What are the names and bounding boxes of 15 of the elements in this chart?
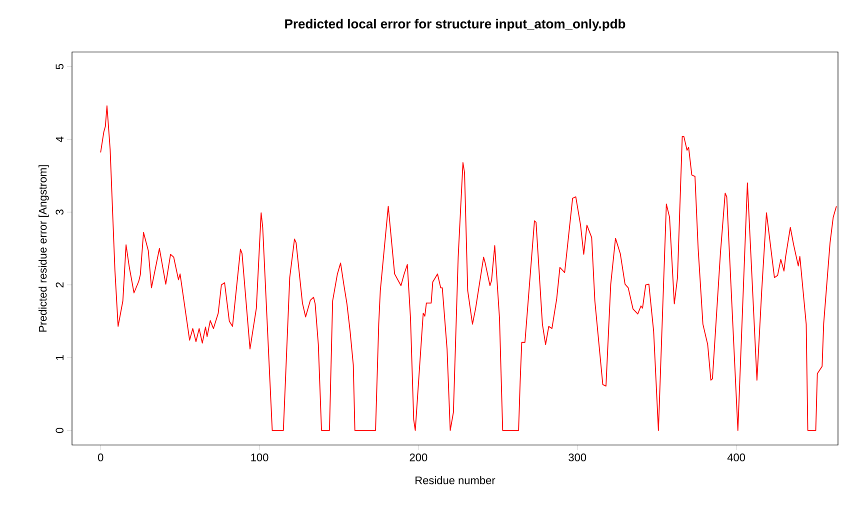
y-tick-label: 1 bbox=[56, 355, 64, 360]
line-series bbox=[100, 105, 837, 431]
x-tick-label: 200 bbox=[410, 454, 428, 462]
y-tick-label: 4 bbox=[56, 136, 64, 142]
x-tick-label: 100 bbox=[251, 454, 268, 462]
x-tick-label: 0 bbox=[98, 454, 104, 462]
x-tick-label: 300 bbox=[568, 454, 586, 462]
y-axis-title: Predicted residue error [Angstrom] bbox=[38, 165, 49, 332]
y-tick-label: 0 bbox=[56, 428, 64, 434]
y-tick-label: 3 bbox=[56, 210, 64, 215]
y-tick-label: 5 bbox=[56, 64, 64, 70]
y-tick-label: 2 bbox=[56, 282, 64, 288]
x-axis-title: Residue number bbox=[416, 476, 496, 484]
chart-title: Predicted local error for structure input_atom_only.pdb bbox=[285, 18, 626, 32]
x-tick-label: 400 bbox=[727, 454, 746, 462]
